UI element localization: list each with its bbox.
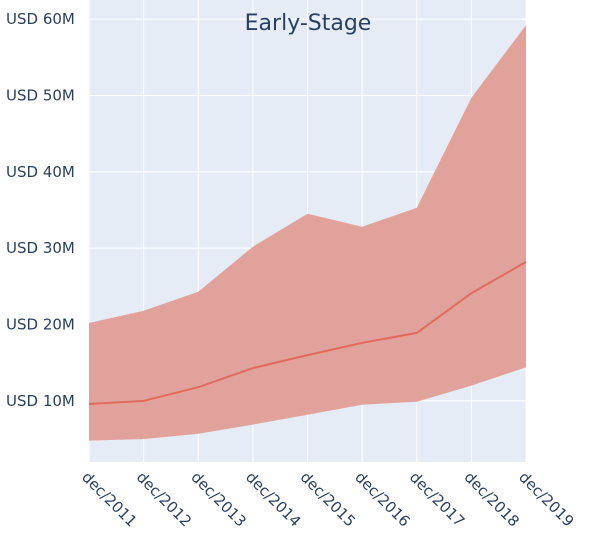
x-tick-label: dec/2017 [406,468,468,530]
y-tick-label: USD 10M [6,392,75,410]
y-tick-label: USD 20M [6,316,75,334]
x-tick-label: dec/2014 [242,468,304,530]
y-tick-label: USD 50M [6,86,75,104]
y-axis-ticks: USD 10M USD 20M USD 30M USD 40M USD 50M USD 6… [6,10,75,410]
median-line [88,261,527,405]
chart-title: Early-Stage [245,11,372,36]
x-tick-label: dec/2015 [297,468,359,530]
x-tick-label: dec/2013 [187,468,249,530]
y-tick-label: USD 40M [6,163,75,181]
x-tick-label: dec/2016 [351,468,413,530]
x-tick-label: dec/2012 [133,468,195,530]
range-band [89,25,526,441]
x-axis-ticks: dec/2011dec/2012dec/2013dec/2014dec/2015… [78,468,577,530]
x-tick-label: dec/2011 [78,468,140,530]
y-tick-label: USD 60M [6,10,75,28]
x-tick-label: dec/2019 [515,468,577,530]
y-tick-label: USD 30M [6,239,75,257]
x-tick-label: dec/2018 [461,468,523,530]
